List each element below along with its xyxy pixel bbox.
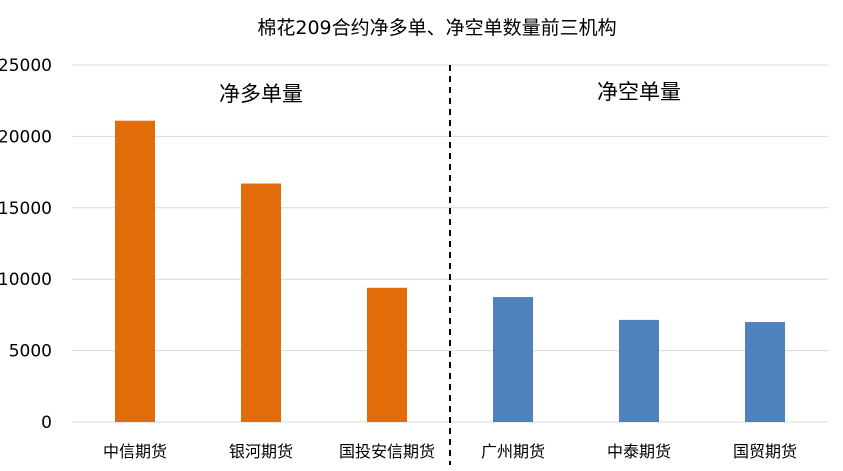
x-tick-label: 国投安信期货 <box>339 442 435 461</box>
bars <box>115 120 785 422</box>
group-label-net-long: 净多单量 <box>219 82 303 106</box>
chart-title: 棉花209合约净多单、净空单数量前三机构 <box>257 17 616 39</box>
y-tick-label: 0 <box>41 413 52 433</box>
x-tick-label: 中泰期货 <box>607 442 671 461</box>
x-axis-ticks: 中信期货 银河期货 国投安信期货 广州期货 中泰期货 国贸期货 <box>103 442 797 461</box>
bar <box>745 322 785 422</box>
x-tick-label: 中信期货 <box>103 442 167 461</box>
x-tick-label: 广州期货 <box>481 442 545 461</box>
x-tick-label: 银河期货 <box>229 442 293 461</box>
y-tick-label: 20000 <box>0 127 52 147</box>
bar <box>115 120 155 422</box>
y-tick-label: 15000 <box>0 199 52 219</box>
bar <box>493 297 533 422</box>
bar <box>367 287 407 422</box>
y-tick-label: 10000 <box>0 270 52 290</box>
y-tick-label: 5000 <box>9 342 52 362</box>
bar <box>619 319 659 422</box>
y-axis-ticks: 0 5000 10000 15000 20000 25000 <box>0 56 52 433</box>
bar <box>241 183 281 422</box>
y-tick-label: 25000 <box>0 56 52 76</box>
group-label-net-short: 净空单量 <box>597 80 681 104</box>
x-tick-label: 国贸期货 <box>733 442 797 461</box>
